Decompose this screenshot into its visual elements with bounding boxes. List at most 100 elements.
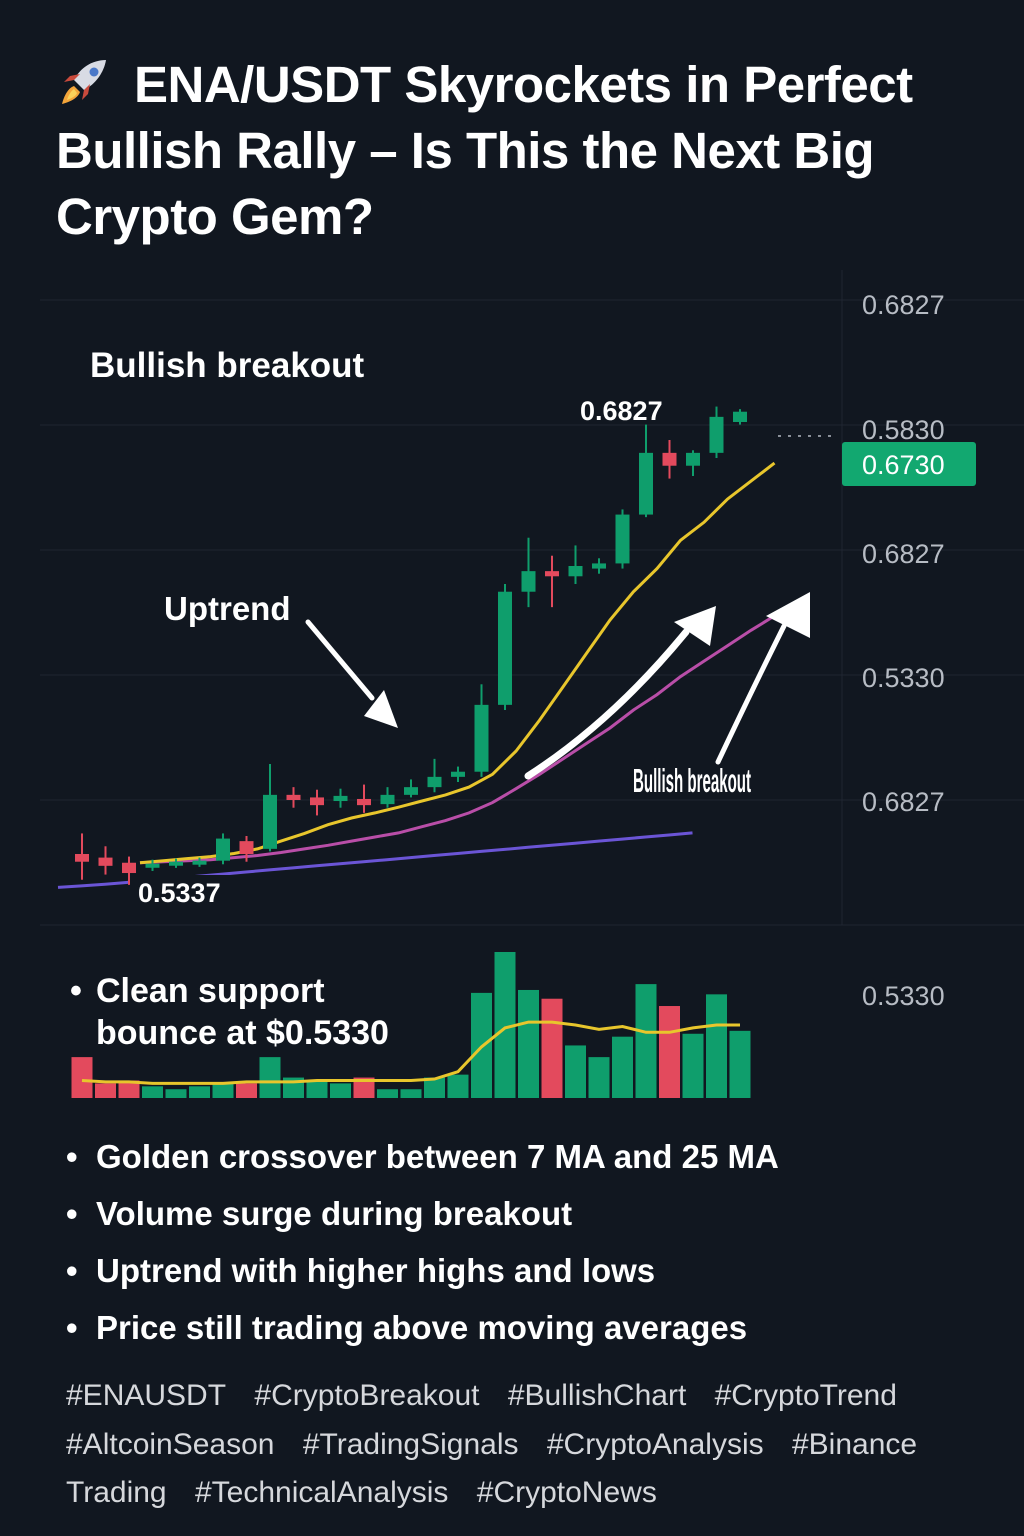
moving-average-lines	[57, 461, 776, 911]
candle	[568, 545, 583, 584]
volume-bar	[189, 1086, 210, 1098]
candle-body	[75, 854, 89, 862]
volume-bar	[588, 1057, 610, 1098]
candle-body	[216, 838, 230, 861]
candle	[310, 789, 324, 816]
candle-body	[733, 411, 747, 422]
bullet-item: Price still trading above moving average…	[66, 1299, 779, 1356]
hashtag[interactable]: #CryptoBreakout	[254, 1379, 480, 1412]
candle-body	[592, 563, 606, 569]
candle	[639, 424, 653, 518]
price-tag-value: 0.6730	[862, 450, 945, 480]
volume-bar	[165, 1089, 187, 1098]
annotation-high-value: 0.6827	[580, 396, 663, 426]
candle-body	[286, 794, 301, 800]
candle-body	[310, 797, 324, 806]
price-chart: 0.6827 0.5830 0.6730 0.6827 0.5330 0.682…	[40, 270, 1024, 1098]
hashtag[interactable]: #TradingSignals	[302, 1427, 519, 1461]
hashtag-list: #ENAUSDT #CryptoBreakout #BullishChart #…	[66, 1372, 986, 1518]
hashtag[interactable]: #Binance	[791, 1427, 918, 1461]
annotation-uptrend: Uptrend	[164, 590, 291, 627]
axis-label-4: 0.5330	[862, 663, 945, 693]
volume-bar	[447, 1074, 469, 1098]
volume-bar	[729, 1030, 751, 1098]
candle-body	[263, 794, 277, 849]
volume-bar	[706, 994, 727, 1098]
candle	[169, 858, 183, 868]
candle	[662, 440, 677, 479]
bullet-item: Uptrend with higher highs and lows	[66, 1242, 779, 1299]
candle	[192, 857, 207, 867]
volume-bar	[212, 1083, 234, 1098]
volume-bar	[118, 1080, 140, 1098]
candle	[333, 788, 348, 808]
support-note-line-2: bounce at $0.5330	[96, 1014, 389, 1052]
bullet-item: Golden crossover between 7 MA and 25 MA	[66, 1128, 779, 1185]
volume-bar	[353, 1077, 375, 1098]
arrow-curved-up-icon	[524, 606, 716, 780]
hashtag[interactable]: #BullishChart	[507, 1379, 687, 1412]
bullet-item: Volume surge during breakout	[66, 1185, 779, 1242]
hashtag[interactable]: #ENAUSDT	[66, 1379, 227, 1412]
candle	[98, 846, 113, 875]
annotation-bullish-breakout-top: Bullish breakout	[90, 346, 365, 385]
candle	[545, 555, 559, 608]
hashtag[interactable]: #AltcoinSeason	[66, 1427, 275, 1461]
candle-body	[145, 863, 160, 868]
bullet-list: Golden crossover between 7 MA and 25 MA …	[66, 1128, 779, 1356]
support-note-line-1: Clean support	[96, 972, 325, 1010]
candle-body	[639, 452, 653, 515]
candle	[498, 584, 512, 710]
volume-bar	[682, 1033, 704, 1098]
candle	[615, 509, 630, 569]
candle-body	[498, 591, 512, 705]
title-text: ENA/USDT Skyrockets in Perfect Bullish R…	[56, 56, 913, 245]
candle	[357, 784, 371, 813]
candle	[239, 836, 254, 862]
candle	[427, 758, 442, 793]
volume-axis-label: 0.5330	[862, 981, 945, 1011]
candle	[145, 859, 160, 871]
hashtag[interactable]: Trading	[66, 1476, 167, 1509]
candle-body	[192, 860, 207, 865]
volume-bar	[71, 1057, 93, 1098]
candle-body	[521, 571, 536, 592]
volume-bar	[306, 1080, 328, 1098]
volume-bar	[400, 1089, 422, 1098]
candle	[286, 787, 301, 808]
candle	[592, 558, 606, 574]
annotation-bullish-breakout: Bullish breakout	[633, 762, 751, 799]
axis-label-5: 0.6827	[862, 787, 945, 817]
candle	[451, 766, 465, 782]
candle-body	[122, 862, 136, 874]
candle	[733, 409, 747, 425]
volume-bar	[565, 1045, 586, 1098]
volume-bar	[236, 1083, 257, 1098]
volume-bar	[95, 1083, 116, 1098]
candle	[686, 450, 700, 476]
hashtag[interactable]: #CryptoTrend	[714, 1379, 897, 1412]
candle	[263, 764, 277, 852]
axis-label-2: 0.5830	[862, 415, 945, 445]
axis-label-3: 0.6827	[862, 539, 945, 569]
volume-bar	[659, 1006, 680, 1098]
candle-body	[545, 571, 559, 577]
volume-bar	[518, 989, 539, 1098]
candle	[521, 537, 536, 608]
candle	[474, 684, 489, 777]
volume-bar	[612, 1036, 633, 1098]
volume-ma-line	[81, 1020, 740, 1085]
label-mask	[130, 875, 242, 911]
candle-body	[404, 787, 418, 795]
hashtag[interactable]: #CryptoAnalysis	[546, 1427, 764, 1461]
ma7-line	[139, 461, 776, 865]
hashtag[interactable]: #CryptoNews	[476, 1476, 657, 1509]
volume-bar	[330, 1083, 351, 1098]
annotation-support-bounce: • Clean support bounce at $0.5330	[70, 972, 389, 1052]
candle-body	[686, 452, 700, 466]
hashtag[interactable]: #TechnicalAnalysis	[194, 1476, 449, 1509]
candle	[75, 833, 89, 880]
ma25-line	[139, 614, 776, 865]
rocket-icon	[62, 60, 106, 104]
page-title: ENA/USDT Skyrockets in Perfect Bullish R…	[56, 52, 996, 250]
